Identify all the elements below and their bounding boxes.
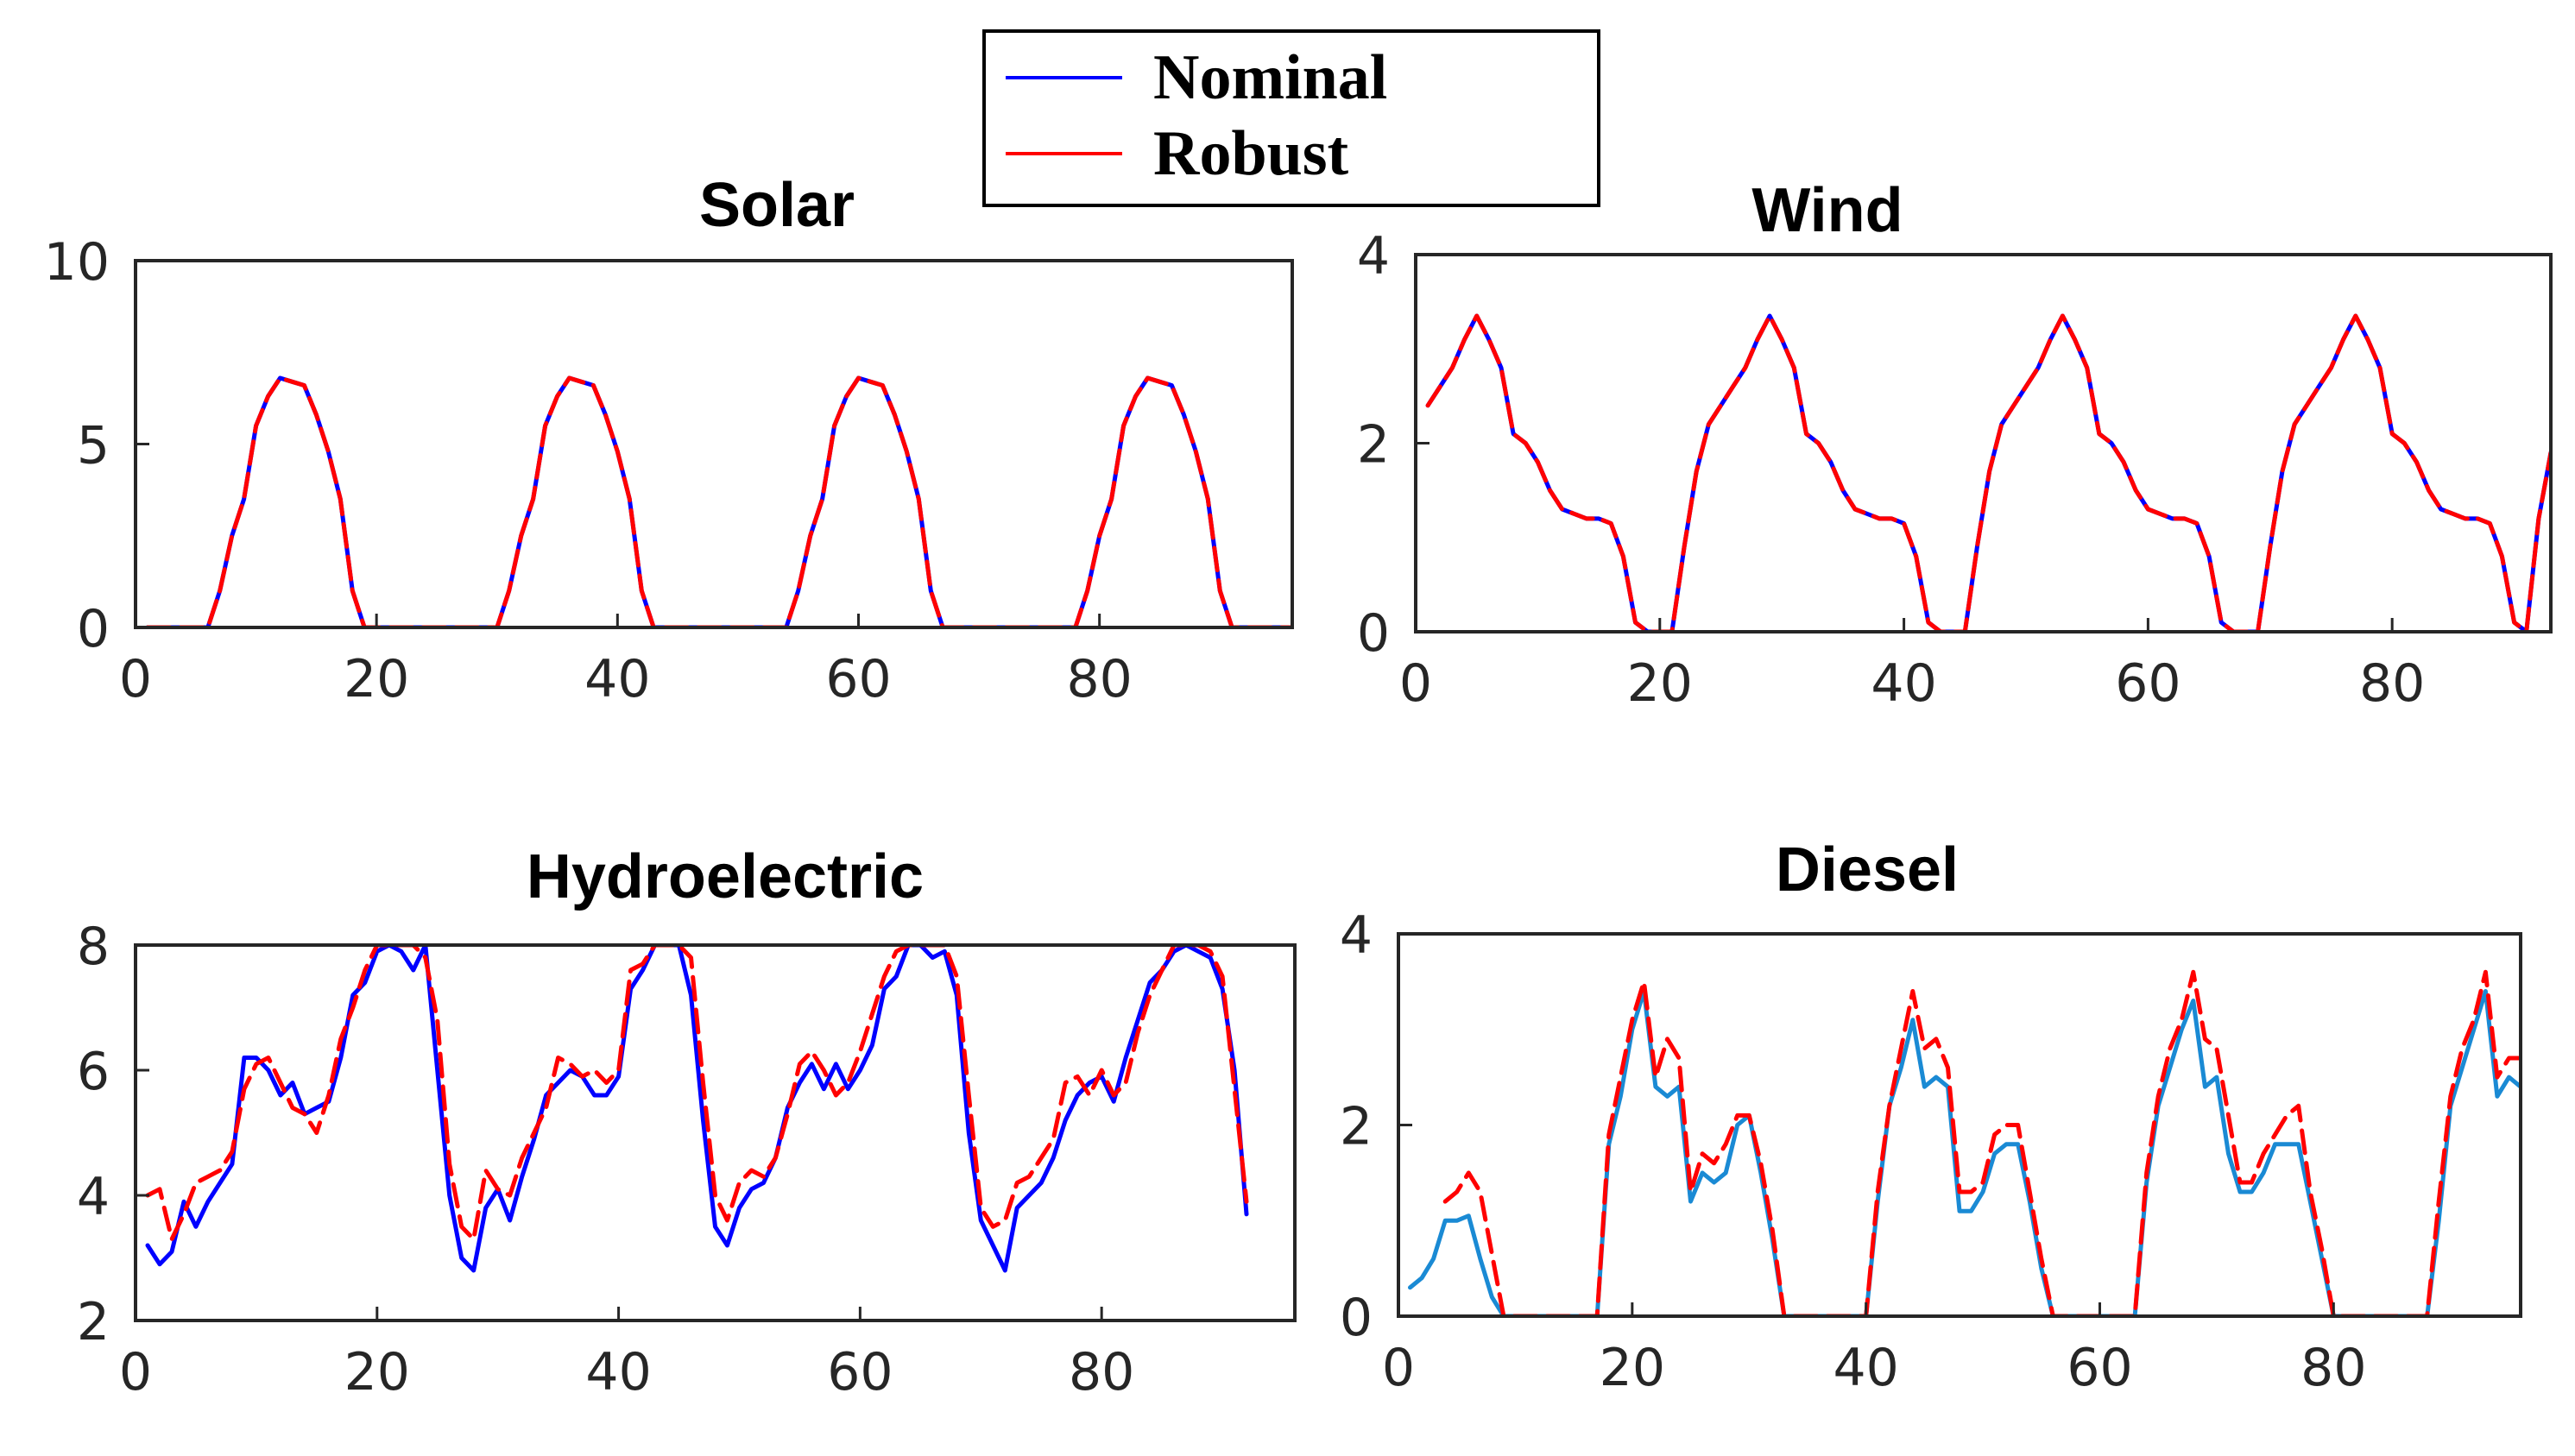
diesel-series-nominal	[1408, 989, 2521, 1316]
diesel-series-group	[1408, 969, 2521, 1316]
legend-label-nominal: Nominal	[1153, 42, 1387, 113]
hydroelectric-x-tick-label: 20	[344, 1342, 410, 1402]
wind-x-tick-label: 40	[1871, 653, 1936, 714]
solar-x-tick-label: 20	[344, 649, 409, 709]
solar-x-tick-label: 60	[825, 649, 891, 709]
wind-y-tick-label: 0	[1357, 603, 1390, 664]
legend-label-robust: Robust	[1153, 118, 1349, 189]
wind-panel: 0 20 40 60 80 0 2 4 Wind	[1357, 176, 2553, 714]
legend: Nominal Robust	[982, 29, 1600, 207]
solar-x-tick-label: 80	[1066, 649, 1132, 709]
diesel-y-tick-label: 4	[1340, 905, 1373, 966]
hydroelectric-y-tick-label: 2	[77, 1292, 110, 1352]
solar-title: Solar	[699, 171, 855, 240]
wind-series-group	[1425, 313, 2551, 632]
solar-series-robust	[145, 375, 1292, 627]
hydroelectric-y-tick-label: 4	[77, 1167, 110, 1227]
diesel-series-robust	[1442, 969, 2521, 1316]
diesel-x-tick-label: 0	[1382, 1338, 1415, 1398]
solar-x-tick-label: 40	[584, 649, 650, 709]
wind-x-tick-label: 80	[2359, 653, 2425, 714]
solar-series-nominal	[145, 375, 1292, 627]
hydroelectric-y-tick-label: 6	[77, 1042, 110, 1102]
hydroelectric-x-tick-label: 80	[1069, 1342, 1134, 1402]
solar-series-group	[145, 375, 1292, 627]
solar-y-tick-label: 0	[77, 599, 110, 659]
hydroelectric-title: Hydroelectric	[527, 842, 924, 911]
wind-y-tick-label: 4	[1357, 226, 1390, 287]
hydroelectric-x-tick-label: 60	[827, 1342, 893, 1402]
wind-x-tick-label: 20	[1627, 653, 1693, 714]
wind-series-robust	[1425, 313, 2551, 632]
diesel-x-tick-label: 40	[1833, 1338, 1898, 1398]
diesel-title: Diesel	[1776, 835, 1959, 904]
diesel-x-tick-label: 60	[2067, 1338, 2132, 1398]
hydroelectric-y-tick-label: 8	[77, 917, 110, 977]
hydroelectric-axes-frame	[134, 943, 1297, 1322]
diesel-y-tick-label: 2	[1340, 1097, 1373, 1157]
diesel-x-tick-label: 80	[2300, 1338, 2366, 1398]
hydroelectric-x-tick-label: 0	[119, 1342, 152, 1402]
diesel-panel: 0 20 40 60 80 0 2 4 Diesel	[1340, 835, 2522, 1398]
solar-y-tick-label: 10	[44, 232, 110, 293]
wind-x-tick-label: 60	[2115, 653, 2181, 714]
hydroelectric-panel: 0 20 40 60 80 2 4 6 8 Hydroelectric	[77, 842, 1297, 1402]
hydroelectric-x-tick-label: 40	[585, 1342, 651, 1402]
diesel-axes-frame	[1397, 932, 2522, 1318]
solar-y-tick-label: 5	[77, 416, 110, 476]
hydroelectric-series-group	[145, 945, 1249, 1273]
diesel-x-tick-label: 20	[1600, 1338, 1665, 1398]
wind-y-tick-label: 2	[1357, 415, 1390, 476]
wind-axes-frame	[1414, 253, 2553, 633]
wind-title: Wind	[1751, 176, 1903, 245]
wind-x-tick-label: 0	[1399, 653, 1432, 714]
hydroelectric-series-robust	[145, 945, 1249, 1242]
hydroelectric-series-nominal	[145, 945, 1249, 1273]
solar-panel: 0 20 40 60 80 0 5 10 Solar	[44, 171, 1294, 709]
solar-x-tick-label: 0	[119, 649, 152, 709]
diesel-y-tick-label: 0	[1340, 1288, 1373, 1348]
legend-box	[982, 29, 1600, 207]
